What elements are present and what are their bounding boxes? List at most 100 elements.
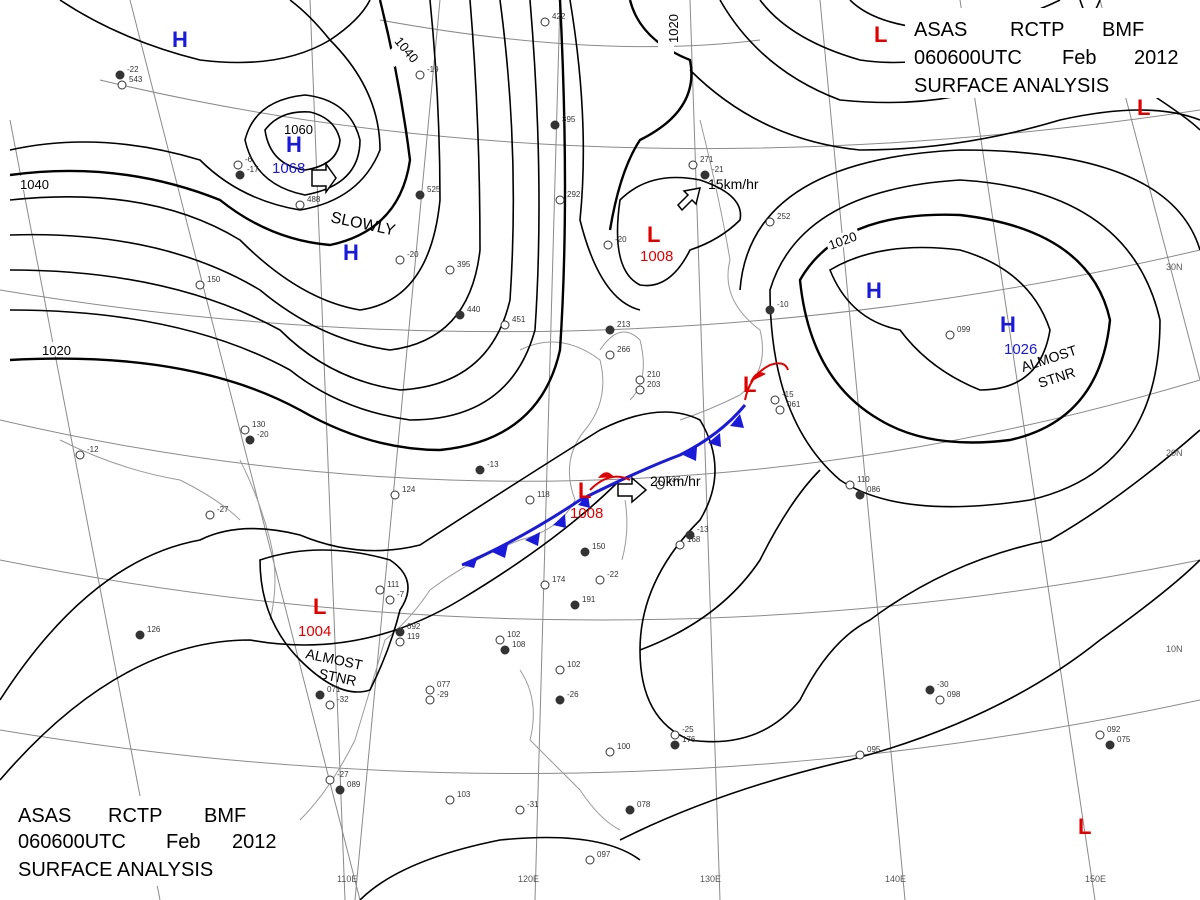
- high-pressure-symbol: H: [286, 132, 302, 157]
- station-value: 075: [1117, 735, 1131, 744]
- station-marker: [525, 495, 535, 505]
- station-value: 102: [507, 630, 521, 639]
- station-value: 099: [957, 325, 971, 334]
- station-value: 086: [867, 485, 881, 494]
- low-pressure-value: 1008: [570, 505, 603, 522]
- station-marker: [603, 240, 613, 250]
- station-marker: [325, 775, 335, 785]
- isobar-label: 1040: [20, 177, 49, 192]
- station-value: -27: [337, 770, 349, 779]
- station-marker: [855, 490, 865, 500]
- station-marker: [540, 580, 550, 590]
- pressure-centers: H H 1068 H H H 1026 L 1008 L 1008 L 1004…: [172, 22, 1150, 839]
- station-value: 126: [147, 625, 161, 634]
- station-value: 092: [407, 622, 421, 631]
- station-value: 150: [592, 542, 606, 551]
- station-marker: [205, 510, 215, 520]
- header-top: ASAS RCTP BMF 060600UTC Feb 2012 SURFACE…: [905, 8, 1195, 98]
- station-marker: [295, 200, 305, 210]
- high-pressure-symbol: H: [1000, 312, 1016, 337]
- header-top-year: 2012: [1134, 47, 1179, 69]
- low-pressure-symbol: L: [1078, 814, 1091, 839]
- coastlines: [59, 119, 763, 831]
- station-value: 110: [857, 475, 870, 484]
- station-marker: [425, 695, 435, 705]
- low-pressure-symbol: L: [1137, 95, 1150, 120]
- station-value: -13: [487, 460, 499, 469]
- station-value: 440: [467, 305, 481, 314]
- station-value: -31: [527, 800, 539, 809]
- motion-arrow-slowly: [311, 161, 337, 195]
- station-marker: [625, 805, 635, 815]
- latitude-label: 20N: [1166, 448, 1183, 458]
- station-marker: [655, 480, 665, 490]
- station-value: 118: [537, 490, 550, 499]
- station-marker: [670, 740, 680, 750]
- low-pressure-value: 1004: [298, 623, 331, 640]
- station-marker: [605, 325, 615, 335]
- motion-label-speed-front: 20km/hr: [650, 473, 701, 489]
- station-marker: [135, 630, 145, 640]
- motion-arrow-north: [676, 187, 702, 212]
- station-value: 252: [777, 212, 791, 221]
- station-value: 119: [407, 632, 420, 641]
- station-value: 077: [437, 680, 451, 689]
- header-top-time: 060600UTC: [914, 47, 1022, 69]
- station-value: 078: [637, 800, 651, 809]
- station-marker: [1095, 730, 1105, 740]
- station-value: 097: [597, 850, 611, 859]
- longitude-label: 130E: [700, 874, 721, 884]
- station-marker: [315, 690, 325, 700]
- station-value: 089: [347, 780, 361, 789]
- station-marker: [555, 665, 565, 675]
- header-top-station: RCTP: [1010, 19, 1064, 41]
- isobar-labels: 1060 1040 1040 1020 1020 1020: [18, 14, 862, 358]
- station-marker: [395, 637, 405, 647]
- station-value: 191: [582, 595, 596, 604]
- station-marker: [445, 795, 455, 805]
- station-marker: [685, 530, 695, 540]
- station-marker: [390, 490, 400, 500]
- station-value: 061: [787, 400, 801, 409]
- high-pressure-symbol: H: [172, 27, 188, 52]
- station-marker: [765, 217, 775, 227]
- station-marker: [195, 280, 205, 290]
- station-marker: [515, 805, 525, 815]
- station-marker: [945, 330, 955, 340]
- station-marker: [115, 70, 125, 80]
- station-value: -22: [607, 570, 619, 579]
- station-marker: [425, 685, 435, 695]
- station-marker: [555, 195, 565, 205]
- station-value: 130: [252, 420, 266, 429]
- header-bottom-code: BMF: [204, 805, 246, 827]
- station-value: -7: [397, 590, 405, 599]
- station-marker: [385, 595, 395, 605]
- station-value: -20: [257, 430, 269, 439]
- station-value: 292: [567, 190, 581, 199]
- station-marker: [550, 120, 560, 130]
- station-value: 108: [512, 640, 526, 649]
- station-marker: [75, 450, 85, 460]
- station-value: 395: [562, 115, 576, 124]
- station-value: -25: [682, 725, 694, 734]
- station-value: 092: [1107, 725, 1121, 734]
- station-marker: [117, 80, 127, 90]
- station-marker: [395, 255, 405, 265]
- station-marker: [335, 785, 345, 795]
- station-marker: [240, 425, 250, 435]
- station-marker: [245, 435, 255, 445]
- header-bottom-year: 2012: [232, 831, 277, 853]
- station-value: 071: [327, 685, 341, 694]
- longitude-label: 150E: [1085, 874, 1106, 884]
- station-value: -19: [427, 65, 439, 74]
- station-marker: [375, 585, 385, 595]
- low-pressure-symbol: L: [874, 22, 887, 47]
- isobar-label: 1020: [827, 229, 859, 253]
- station-marker: [675, 540, 685, 550]
- station-value: 102: [567, 660, 581, 669]
- header-bottom-time: 060600UTC: [18, 831, 126, 853]
